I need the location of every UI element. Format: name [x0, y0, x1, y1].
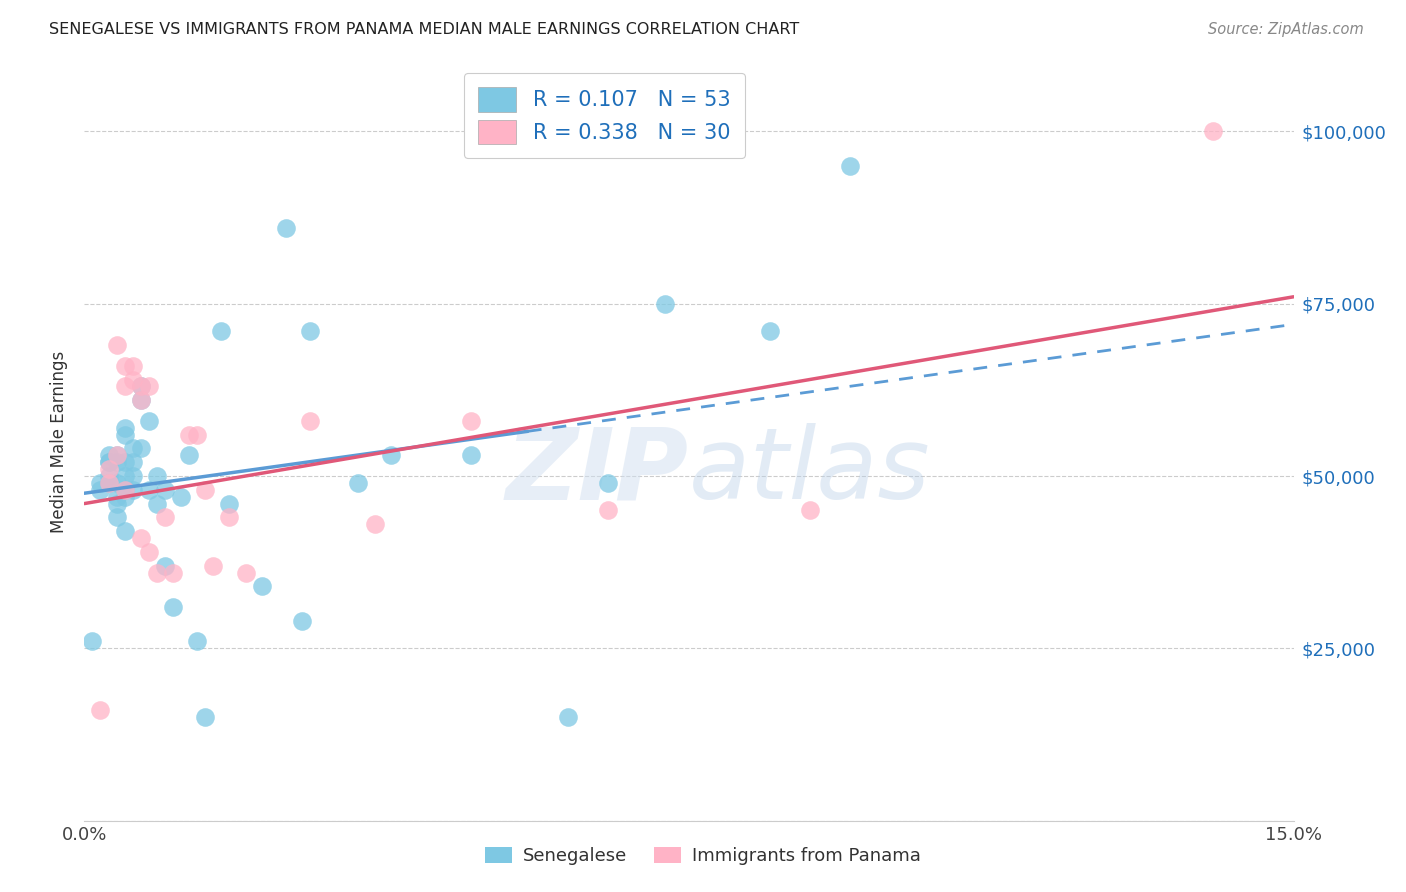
- Point: [162, 566, 184, 580]
- Point: [557, 710, 579, 724]
- Point: [186, 427, 208, 442]
- Point: [347, 475, 370, 490]
- Point: [97, 455, 120, 469]
- Point: [105, 510, 128, 524]
- Text: SENEGALESE VS IMMIGRANTS FROM PANAMA MEDIAN MALE EARNINGS CORRELATION CHART: SENEGALESE VS IMMIGRANTS FROM PANAMA MED…: [49, 22, 800, 37]
- Point: [129, 393, 152, 408]
- Point: [129, 379, 152, 393]
- Point: [153, 558, 176, 573]
- Point: [121, 442, 143, 456]
- Point: [114, 359, 136, 373]
- Text: ZIP: ZIP: [506, 424, 689, 520]
- Point: [380, 448, 402, 462]
- Point: [146, 469, 169, 483]
- Point: [89, 475, 111, 490]
- Point: [799, 503, 821, 517]
- Point: [114, 421, 136, 435]
- Point: [114, 427, 136, 442]
- Point: [202, 558, 225, 573]
- Point: [186, 634, 208, 648]
- Point: [121, 469, 143, 483]
- Point: [129, 442, 152, 456]
- Point: [121, 455, 143, 469]
- Y-axis label: Median Male Earnings: Median Male Earnings: [51, 351, 69, 533]
- Point: [129, 379, 152, 393]
- Point: [97, 475, 120, 490]
- Point: [105, 448, 128, 462]
- Point: [153, 510, 176, 524]
- Point: [162, 599, 184, 614]
- Point: [598, 475, 620, 490]
- Point: [138, 414, 160, 428]
- Point: [460, 448, 482, 462]
- Point: [250, 579, 273, 593]
- Point: [97, 448, 120, 462]
- Legend: R = 0.107   N = 53, R = 0.338   N = 30: R = 0.107 N = 53, R = 0.338 N = 30: [464, 73, 745, 159]
- Point: [460, 414, 482, 428]
- Point: [598, 503, 620, 517]
- Point: [97, 469, 120, 483]
- Point: [105, 497, 128, 511]
- Point: [218, 510, 240, 524]
- Point: [114, 483, 136, 497]
- Point: [146, 497, 169, 511]
- Point: [114, 524, 136, 538]
- Point: [274, 220, 297, 235]
- Point: [105, 490, 128, 504]
- Point: [105, 455, 128, 469]
- Point: [114, 455, 136, 469]
- Point: [105, 475, 128, 490]
- Point: [194, 483, 217, 497]
- Point: [299, 414, 322, 428]
- Point: [89, 703, 111, 717]
- Point: [89, 483, 111, 497]
- Point: [170, 490, 193, 504]
- Point: [839, 159, 862, 173]
- Text: atlas: atlas: [689, 424, 931, 520]
- Point: [129, 531, 152, 545]
- Point: [235, 566, 257, 580]
- Point: [97, 462, 120, 476]
- Point: [153, 483, 176, 497]
- Point: [209, 324, 232, 338]
- Point: [82, 634, 104, 648]
- Point: [138, 379, 160, 393]
- Point: [299, 324, 322, 338]
- Point: [138, 545, 160, 559]
- Point: [291, 614, 314, 628]
- Point: [138, 483, 160, 497]
- Point: [179, 448, 201, 462]
- Legend: Senegalese, Immigrants from Panama: Senegalese, Immigrants from Panama: [478, 839, 928, 872]
- Point: [97, 475, 120, 490]
- Point: [121, 359, 143, 373]
- Point: [758, 324, 780, 338]
- Text: Source: ZipAtlas.com: Source: ZipAtlas.com: [1208, 22, 1364, 37]
- Point: [114, 490, 136, 504]
- Point: [1202, 124, 1225, 138]
- Point: [146, 566, 169, 580]
- Point: [194, 710, 217, 724]
- Point: [218, 497, 240, 511]
- Point: [179, 427, 201, 442]
- Point: [97, 455, 120, 469]
- Point: [105, 338, 128, 352]
- Point: [121, 483, 143, 497]
- Point: [114, 469, 136, 483]
- Point: [105, 448, 128, 462]
- Point: [129, 393, 152, 408]
- Point: [363, 517, 385, 532]
- Point: [114, 483, 136, 497]
- Point: [121, 372, 143, 386]
- Point: [114, 379, 136, 393]
- Point: [654, 296, 676, 310]
